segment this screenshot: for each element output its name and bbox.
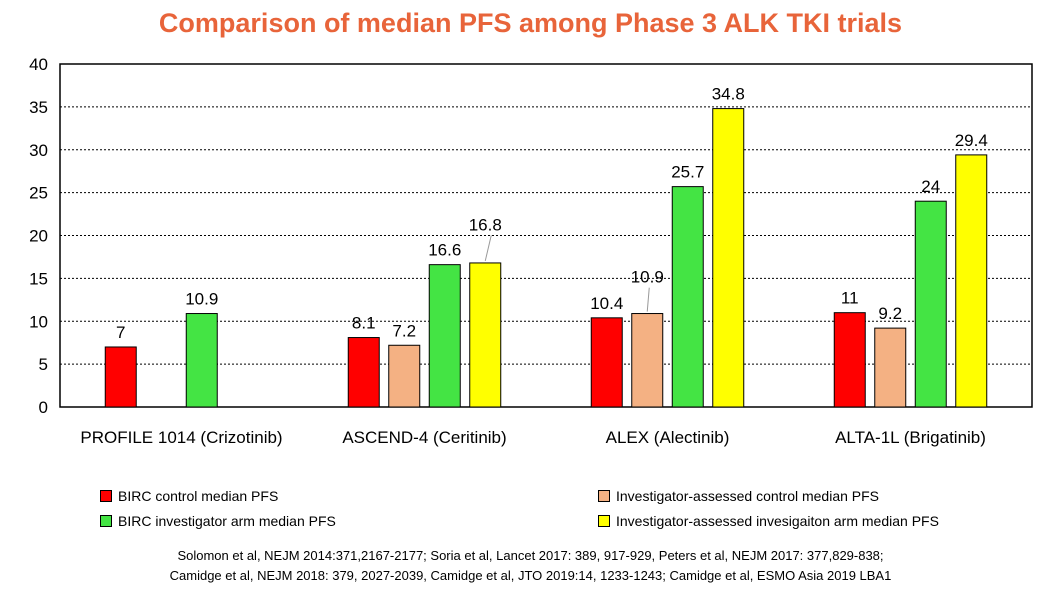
x-category-label: ASCEND-4 (Ceritinib)	[342, 428, 506, 447]
data-label: 11	[841, 289, 859, 308]
bar	[631, 313, 664, 408]
data-label: 16.6	[428, 241, 461, 260]
legend-item-birc-control: BIRC control median PFS	[100, 488, 278, 504]
legend-swatch-inv-investigator	[598, 515, 610, 527]
legend-item-inv-investigator: Investigator-assessed invesigaiton arm m…	[598, 513, 939, 529]
bar	[388, 344, 421, 408]
legend-swatch-birc-control	[100, 490, 112, 502]
bar	[428, 264, 461, 408]
data-label: 7.2	[392, 321, 416, 340]
x-category-label: ALEX (Alectinib)	[606, 428, 730, 447]
bar	[590, 317, 623, 408]
bar	[347, 337, 380, 408]
y-tick-label: 10	[29, 312, 48, 331]
data-label: 16.8	[469, 215, 502, 234]
citation-line-1: Solomon et al, NEJM 2014:371,2167-2177; …	[177, 548, 884, 563]
x-category-label: PROFILE 1014 (Crizotinib)	[80, 428, 282, 447]
x-category-label: ALTA-1L (Brigatinib)	[835, 428, 986, 447]
bar-chart: 0 5 10 15 20 25 30 35 40 7 10.9 PROFILE 1014 (Crizo…	[29, 55, 1033, 447]
bar	[185, 313, 218, 408]
data-label: 34.8	[712, 85, 745, 104]
y-tick-label: 5	[39, 355, 48, 374]
plot-area-border	[59, 63, 1033, 408]
bar	[712, 108, 745, 408]
data-label: 10.9	[185, 290, 218, 309]
data-label: 29.4	[955, 131, 988, 150]
y-tick-label: 35	[29, 98, 48, 117]
data-label: 8.1	[352, 314, 376, 333]
bar	[955, 154, 988, 408]
legend-swatch-inv-control	[598, 490, 610, 502]
legend-label-inv-investigator: Investigator-assessed invesigaiton arm m…	[616, 513, 939, 529]
data-label: 10.4	[590, 294, 623, 313]
chart-title: Comparison of median PFS among Phase 3 A…	[158, 8, 903, 38]
bar	[671, 186, 704, 408]
data-label: 7	[116, 323, 125, 342]
citation-line-2: Camidge et al, NEJM 2018: 379, 2027-2039…	[169, 568, 892, 583]
y-tick-label: 15	[29, 269, 48, 288]
label-leader-line	[646, 287, 650, 312]
bar	[469, 262, 502, 408]
legend-label-birc-control: BIRC control median PFS	[118, 488, 279, 504]
legend-item-birc-investigator: BIRC investigator arm median PFS	[100, 513, 336, 529]
legend: BIRC control median PFS Investigator-ass…	[0, 488, 1061, 538]
y-tick-label: 25	[29, 184, 48, 203]
label-leader-line	[484, 235, 492, 262]
bar	[833, 312, 866, 408]
y-tick-label: 40	[29, 55, 48, 74]
bar	[874, 327, 907, 408]
data-label: 24	[921, 177, 940, 196]
legend-label-inv-control: Investigator-assessed control median PFS	[616, 488, 880, 504]
legend-item-inv-control: Investigator-assessed control median PFS	[598, 488, 879, 504]
y-tick-label: 30	[29, 141, 48, 160]
bar	[104, 346, 137, 408]
data-label: 9.2	[878, 304, 902, 323]
bar	[914, 200, 947, 408]
legend-label-birc-investigator: BIRC investigator arm median PFS	[118, 513, 336, 529]
data-label: 10.9	[631, 268, 664, 287]
data-label: 25.7	[671, 163, 704, 182]
y-tick-label: 0	[39, 398, 48, 417]
y-tick-label: 20	[29, 227, 48, 246]
legend-swatch-birc-investigator	[100, 515, 112, 527]
